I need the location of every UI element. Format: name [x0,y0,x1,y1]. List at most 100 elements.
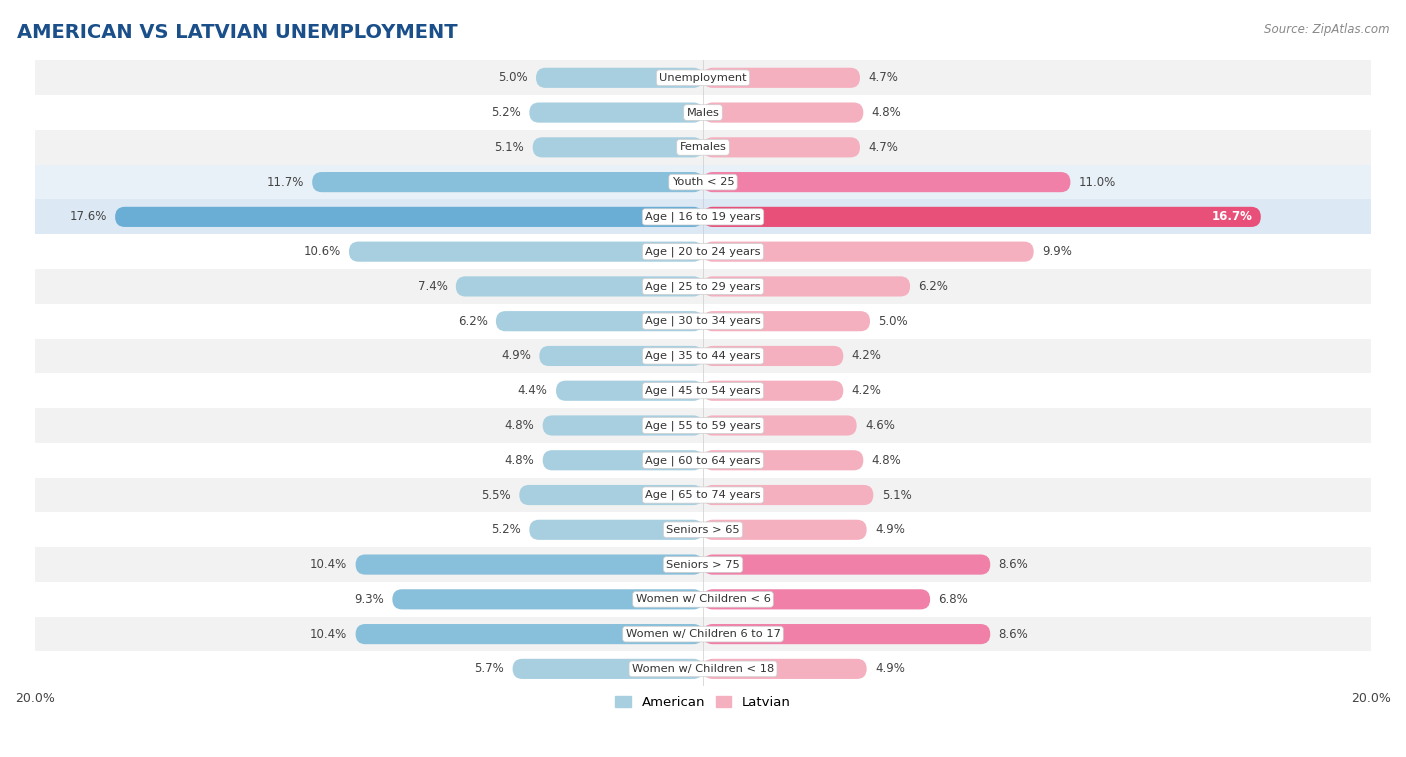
FancyBboxPatch shape [703,520,866,540]
FancyBboxPatch shape [703,241,1033,262]
Text: 4.6%: 4.6% [865,419,894,432]
Bar [35,95,1371,130]
Text: Age | 16 to 19 years: Age | 16 to 19 years [645,212,761,222]
FancyBboxPatch shape [703,311,870,332]
FancyBboxPatch shape [356,624,703,644]
Text: 4.9%: 4.9% [501,350,531,363]
FancyBboxPatch shape [312,172,703,192]
FancyBboxPatch shape [703,416,856,435]
Text: 10.4%: 10.4% [309,558,347,571]
Bar [35,478,1371,512]
Text: 4.8%: 4.8% [872,106,901,119]
Text: 5.0%: 5.0% [879,315,908,328]
Bar [35,582,1371,617]
Text: 4.2%: 4.2% [852,350,882,363]
Text: 6.2%: 6.2% [458,315,488,328]
FancyBboxPatch shape [703,450,863,470]
Text: 4.8%: 4.8% [872,453,901,467]
Text: 8.6%: 8.6% [998,628,1028,640]
Text: 4.8%: 4.8% [505,453,534,467]
FancyBboxPatch shape [703,137,860,157]
Text: 8.6%: 8.6% [998,558,1028,571]
Bar [35,200,1371,234]
FancyBboxPatch shape [540,346,703,366]
Text: Age | 45 to 54 years: Age | 45 to 54 years [645,385,761,396]
Text: Males: Males [686,107,720,117]
FancyBboxPatch shape [543,416,703,435]
Text: Age | 65 to 74 years: Age | 65 to 74 years [645,490,761,500]
Text: AMERICAN VS LATVIAN UNEMPLOYMENT: AMERICAN VS LATVIAN UNEMPLOYMENT [17,23,457,42]
Bar [35,200,1371,234]
Text: 5.2%: 5.2% [491,523,522,536]
FancyBboxPatch shape [543,450,703,470]
Legend: American, Latvian: American, Latvian [610,690,796,714]
Bar [35,373,1371,408]
Bar [35,617,1371,652]
Text: 4.8%: 4.8% [505,419,534,432]
Bar [35,130,1371,165]
Text: 5.0%: 5.0% [498,71,527,84]
Bar [35,408,1371,443]
Text: 4.7%: 4.7% [869,141,898,154]
Bar [35,512,1371,547]
Text: Source: ZipAtlas.com: Source: ZipAtlas.com [1264,23,1389,36]
Bar [35,338,1371,373]
Bar [35,61,1371,95]
Text: 4.7%: 4.7% [869,71,898,84]
Text: Seniors > 75: Seniors > 75 [666,559,740,569]
Text: 6.8%: 6.8% [938,593,969,606]
FancyBboxPatch shape [703,589,931,609]
Text: Women w/ Children 6 to 17: Women w/ Children 6 to 17 [626,629,780,639]
Bar [35,165,1371,200]
Text: 4.2%: 4.2% [852,385,882,397]
Text: Age | 60 to 64 years: Age | 60 to 64 years [645,455,761,466]
FancyBboxPatch shape [533,137,703,157]
Text: 11.7%: 11.7% [267,176,304,188]
Text: 10.6%: 10.6% [304,245,340,258]
Text: 16.7%: 16.7% [1212,210,1253,223]
Bar [35,304,1371,338]
Text: 5.1%: 5.1% [882,488,911,502]
FancyBboxPatch shape [703,276,910,297]
FancyBboxPatch shape [703,102,863,123]
Bar [35,547,1371,582]
FancyBboxPatch shape [519,485,703,505]
Text: 5.7%: 5.7% [474,662,505,675]
FancyBboxPatch shape [456,276,703,297]
Text: 4.9%: 4.9% [875,662,905,675]
FancyBboxPatch shape [555,381,703,400]
FancyBboxPatch shape [536,67,703,88]
Text: 4.9%: 4.9% [875,523,905,536]
Text: 17.6%: 17.6% [69,210,107,223]
FancyBboxPatch shape [356,554,703,575]
Text: Women w/ Children < 6: Women w/ Children < 6 [636,594,770,604]
FancyBboxPatch shape [703,659,866,679]
Text: 5.5%: 5.5% [481,488,510,502]
FancyBboxPatch shape [529,102,703,123]
Bar [35,443,1371,478]
Text: Women w/ Children < 18: Women w/ Children < 18 [631,664,775,674]
Bar [35,165,1371,200]
FancyBboxPatch shape [703,624,990,644]
Text: Age | 35 to 44 years: Age | 35 to 44 years [645,350,761,361]
FancyBboxPatch shape [703,485,873,505]
Text: Seniors > 65: Seniors > 65 [666,525,740,534]
Text: 6.2%: 6.2% [918,280,948,293]
FancyBboxPatch shape [703,346,844,366]
Text: 10.4%: 10.4% [309,628,347,640]
Text: 7.4%: 7.4% [418,280,447,293]
Text: 4.4%: 4.4% [517,385,548,397]
Text: 5.2%: 5.2% [491,106,522,119]
FancyBboxPatch shape [496,311,703,332]
FancyBboxPatch shape [513,659,703,679]
Text: Age | 55 to 59 years: Age | 55 to 59 years [645,420,761,431]
FancyBboxPatch shape [703,67,860,88]
FancyBboxPatch shape [703,381,844,400]
Text: Unemployment: Unemployment [659,73,747,83]
FancyBboxPatch shape [703,554,990,575]
Text: Age | 30 to 34 years: Age | 30 to 34 years [645,316,761,326]
Bar [35,234,1371,269]
FancyBboxPatch shape [703,172,1070,192]
FancyBboxPatch shape [392,589,703,609]
Text: 5.1%: 5.1% [495,141,524,154]
